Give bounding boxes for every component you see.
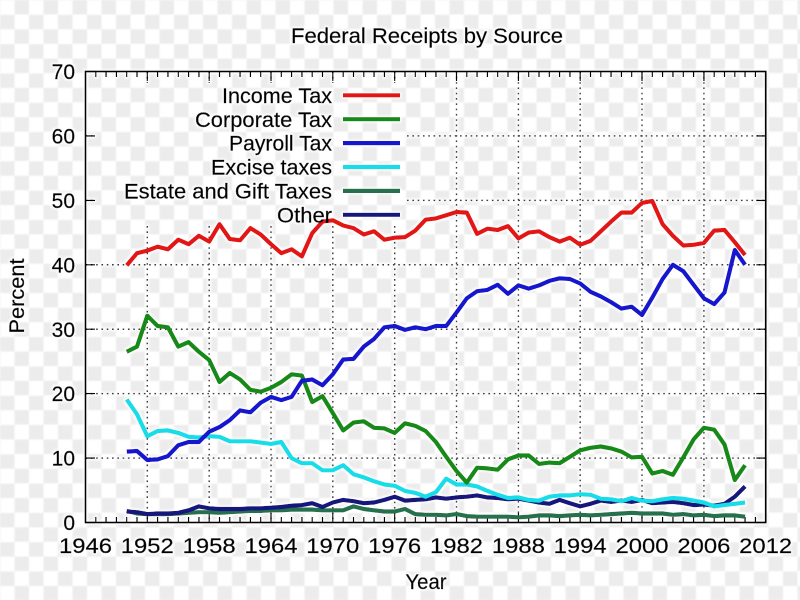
svg-text:2012: 2012 xyxy=(739,535,792,558)
svg-text:1994: 1994 xyxy=(554,535,607,558)
svg-text:Income Tax: Income Tax xyxy=(222,85,333,108)
svg-text:1988: 1988 xyxy=(492,535,545,558)
svg-text:1976: 1976 xyxy=(368,535,421,558)
svg-text:2000: 2000 xyxy=(616,535,669,558)
svg-text:70: 70 xyxy=(52,61,75,84)
svg-text:Federal Receipts by Source: Federal Receipts by Source xyxy=(291,25,563,48)
svg-text:Percent: Percent xyxy=(6,258,29,333)
svg-text:Corporate Tax: Corporate Tax xyxy=(195,109,333,132)
svg-text:Estate and Gift Taxes: Estate and Gift Taxes xyxy=(124,181,332,204)
svg-text:60: 60 xyxy=(52,126,75,149)
svg-text:Excise taxes: Excise taxes xyxy=(211,157,332,180)
svg-text:1982: 1982 xyxy=(430,535,483,558)
svg-text:1964: 1964 xyxy=(245,535,298,558)
svg-text:30: 30 xyxy=(52,319,75,342)
svg-text:40: 40 xyxy=(52,254,75,277)
svg-text:Year: Year xyxy=(406,571,447,594)
svg-text:Payroll Tax: Payroll Tax xyxy=(229,133,332,156)
svg-text:10: 10 xyxy=(52,448,75,471)
svg-text:1946: 1946 xyxy=(59,535,112,558)
svg-text:0: 0 xyxy=(63,512,75,535)
svg-text:20: 20 xyxy=(52,383,75,406)
svg-text:2006: 2006 xyxy=(677,535,730,558)
svg-text:50: 50 xyxy=(52,190,75,213)
svg-text:1952: 1952 xyxy=(121,535,174,558)
svg-text:1958: 1958 xyxy=(183,535,236,558)
svg-text:1970: 1970 xyxy=(306,535,359,558)
svg-text:Other: Other xyxy=(277,204,332,227)
